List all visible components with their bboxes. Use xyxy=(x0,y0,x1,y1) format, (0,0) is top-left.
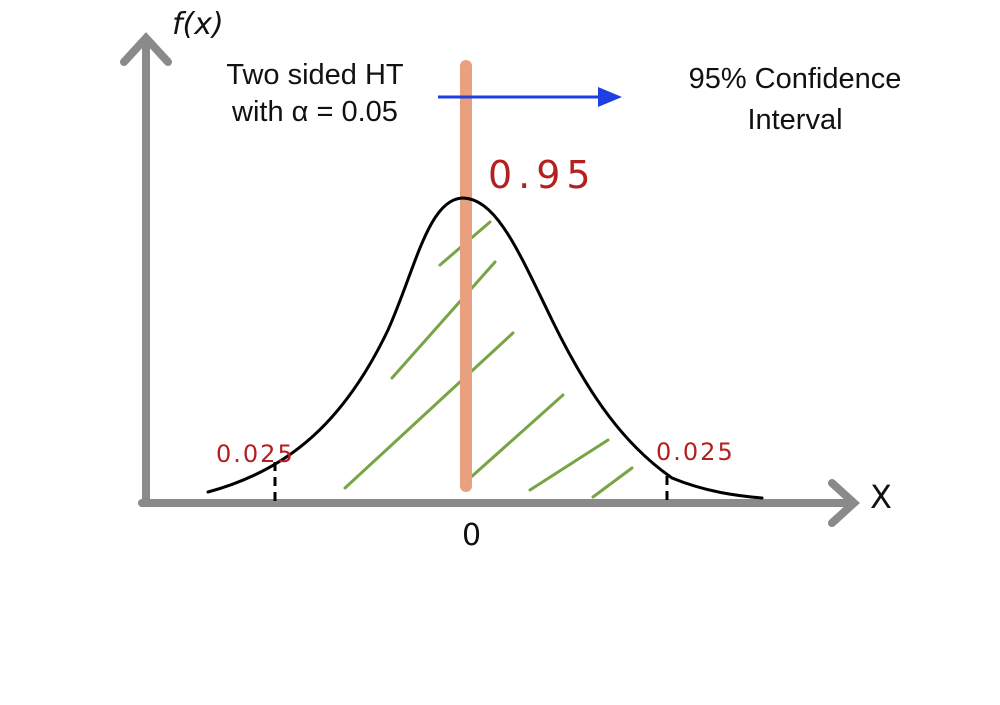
hatch-line xyxy=(343,331,515,490)
x-axis-arrowhead xyxy=(828,479,860,527)
x-axis-label: X xyxy=(870,478,892,516)
hatch-line xyxy=(390,260,497,380)
left-tail-label: 0.025 xyxy=(216,440,295,468)
y-axis-arrowhead xyxy=(120,32,172,66)
y-axis-label: f(x) xyxy=(172,7,224,42)
bell-curve xyxy=(206,196,764,500)
hatch-line xyxy=(591,466,634,499)
axes xyxy=(120,32,860,527)
center-tick-label: 0 xyxy=(462,518,481,553)
hatch-line xyxy=(468,393,565,480)
blue-arrow xyxy=(438,87,622,107)
center-area-label: 0.95 xyxy=(488,153,597,197)
right-tail-label: 0.025 xyxy=(656,438,735,466)
annotation-right-line2: Interval xyxy=(747,104,842,136)
hatch-line xyxy=(528,438,610,492)
annotation-right-line1: 95% Confidence xyxy=(689,63,902,95)
annotation-left-line2: with α = 0.05 xyxy=(231,96,398,128)
hatch-lines xyxy=(343,220,634,499)
annotation-left-line1: Two sided HT xyxy=(226,59,404,91)
